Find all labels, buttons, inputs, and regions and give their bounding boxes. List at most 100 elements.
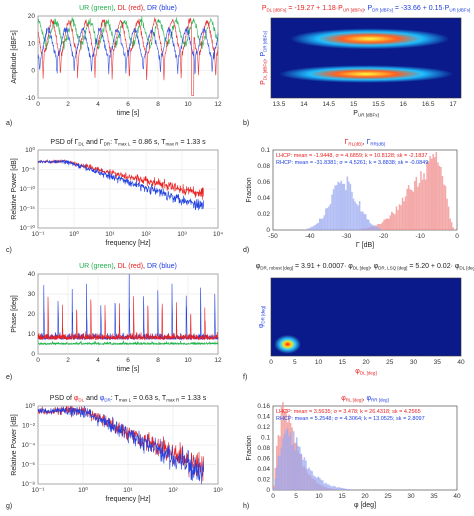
panel-label-d: d) [243,247,250,254]
chart-title-part: max L [119,398,132,403]
histogram-bar-lhcp [377,223,379,230]
y-axis-label: PDL [dBFs], PDR [dBFs] [260,31,268,85]
histogram-bar-rhcp [326,207,329,230]
histogram-bar-rhcp [322,480,324,490]
chart-title-part: = 5.20 + 0.02· φ [407,263,459,270]
x-tick-label: 10 [184,357,192,364]
histogram-bar-lhcp [411,190,413,230]
x-tick-label: 12 [214,357,222,364]
x-tick-label: 17 [449,101,457,108]
chart-title-part: , [143,263,147,270]
histogram-bar-lhcp [389,215,392,230]
histogram-bar-lhcp [452,227,454,230]
x-tick-label: 16.5 [422,101,435,108]
x-tick-label: 4 [96,357,100,364]
x-axis-label: φDL [deg] [355,368,376,376]
y-axis-label-part: DR [dBFs] [263,31,268,52]
y-tick-label: 0 [266,227,270,234]
histogram-bar-rhcp [365,214,367,230]
histogram-bar-rhcp [323,215,326,230]
y-tick-label: 20 [28,311,36,318]
x-axis-label: time [s] [117,366,140,373]
panel-label-e: e) [6,374,13,381]
chart-title-part: = -33.66 + 0.15·P [393,5,450,12]
chart-title: PDL [dBFs] = -19.27 + 1.18·PUR [dBFs], P… [262,5,470,13]
histogram-bar-rhcp [323,483,326,490]
psd-line-dr [37,405,204,485]
histogram-bar-lhcp [441,176,444,230]
histogram-bar-lhcp [418,183,421,230]
histogram-bar-rhcp [357,205,359,230]
x-tick-label: 10¹ [105,231,115,238]
x-tick-label: 10⁰ [78,486,88,494]
histogram-bar-rhcp [312,475,315,490]
histogram-bar-rhcp [325,208,327,230]
x-tick-label: 16 [400,101,408,108]
chart-title-part: = 3.91 + 0.0007· φ [293,263,353,270]
histogram-bar-lhcp [403,201,405,230]
histogram-bar-lhcp [437,162,439,230]
x-tick-label: 10³ [177,231,187,238]
panel-label-h: h) [243,503,250,510]
legend-entry: RHCP: mean = 5.2548; σ = 4.3064; k = 13.… [276,416,425,422]
histogram-bar-rhcp [305,460,307,490]
histogram-bar-rhcp [320,479,323,490]
y-tick-label: 10⁻²⁰ [20,224,36,232]
y-axis-label: φDR [deg] [258,306,266,328]
y-tick-label: 0.08 [257,163,270,170]
histogram-bar-lhcp [400,205,402,230]
histogram-bar-rhcp [351,191,353,230]
histogram-bar-rhcp [283,433,286,490]
x-tick-label: 10 [184,101,192,108]
chart-title-part: : T [111,395,120,402]
histogram-bar-lhcp [384,219,387,230]
y-tick-label: 0.1 [261,147,270,154]
x-tick-label: 5 [293,359,297,366]
chart-title-part: PSD of Γ [50,139,78,146]
y-tick-label: 0.1 [261,435,270,442]
chart-title-part: and [84,395,100,402]
x-tick-label: -20 [379,233,389,240]
y-axis-label: Fraction [246,177,253,202]
chart-e: UR (green), DL (red), DR (blue) 0 2 4 6 8 10 12… [11,263,222,373]
heatmap-band-dr [278,65,454,83]
y-tick-label: 40 [28,271,36,278]
chart-title-part: , [114,5,118,12]
y-tick-label: 0.02 [257,477,270,484]
histogram-bar-lhcp [406,188,408,230]
panel-label-c: c) [6,247,12,254]
histogram-bar-rhcp [329,485,332,490]
chart-title-part: : T [110,139,119,146]
x-tick-label: 6 [126,101,130,108]
histogram-bar-rhcp [378,228,381,230]
histogram-bar-lhcp [446,198,448,230]
y-axis-label: Amplitude [dBFs] [11,30,18,83]
histogram-bar-rhcp [317,476,319,490]
histogram-bar-lhcp [412,191,415,230]
x-tick-label: -40 [305,233,315,240]
histogram-bar-rhcp [297,446,300,490]
chart-title-part: UR (green) [79,5,114,12]
histogram-bar-rhcp [334,486,336,490]
histogram-bar-rhcp [338,487,341,490]
histogram-bar-rhcp [355,203,358,230]
histogram-bar-rhcp [302,459,304,490]
chart-title-part: DR [104,142,111,147]
histogram-bar-lhcp [414,181,416,230]
x-tick-label: 10 [315,359,323,366]
x-tick-label: 10 [315,493,323,500]
chart-title-part: , [143,5,147,12]
x-tick-label: 30 [407,493,415,500]
chart-title-part: DL (red) [118,263,143,270]
panel-label-g: g) [6,503,13,510]
histogram-bar-rhcp [319,477,321,490]
chart-title-part: max L [118,142,131,147]
x-tick-label: 10⁻¹ [32,487,46,494]
x-tick-label: 25 [384,493,392,500]
histogram-bar-lhcp [444,185,447,230]
chart-title-part: = 0.63 s, T [131,395,167,402]
histogram-bar-rhcp [343,488,346,490]
histogram-bar-rhcp [372,225,375,230]
histogram-bar-rhcp [328,206,330,230]
y-axis-label: Relative Power [dB] [11,158,18,220]
